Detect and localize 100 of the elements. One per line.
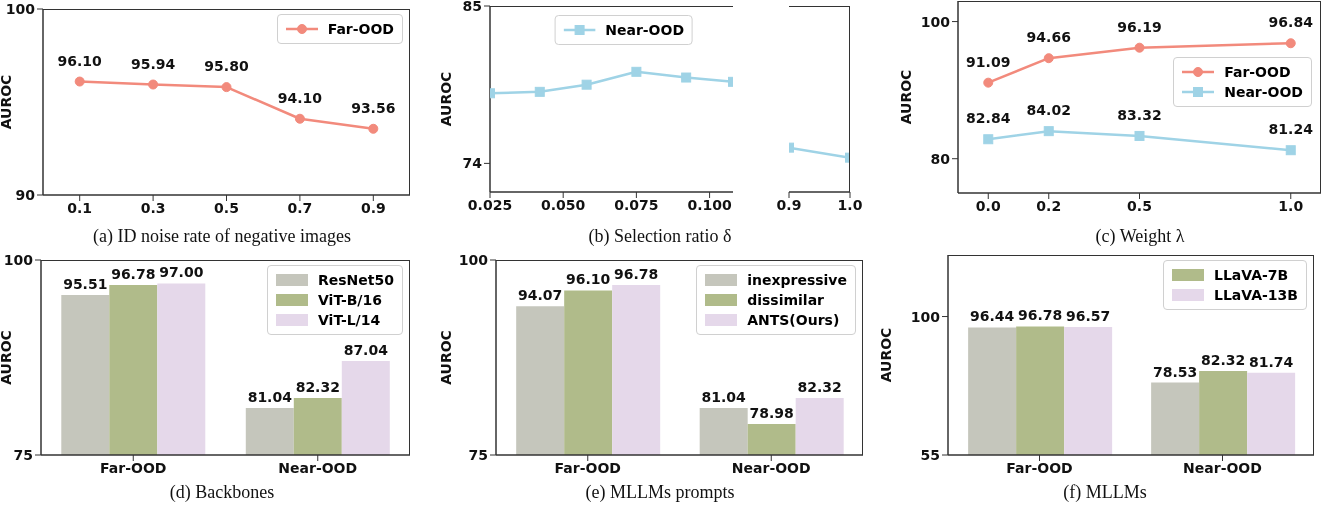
x-tick-label: 0.100 [687, 196, 732, 213]
legend-label: LLaVA-7B [1214, 267, 1289, 283]
data-label: 96.78 [614, 266, 659, 283]
y-tick-label: 85 [462, 0, 482, 14]
point [1043, 126, 1054, 137]
point [681, 72, 692, 83]
x-tick-label: Near-OOD [731, 459, 811, 476]
data-label: 96.78 [111, 266, 156, 283]
x-tick-label: Near-OOD [278, 459, 358, 476]
data-label: 93.56 [351, 99, 396, 116]
legend-label: Near-OOD [1224, 84, 1303, 101]
data-label: 87.04 [343, 342, 389, 359]
data-label: 94.10 [277, 89, 323, 106]
y-tick-label: 55 [920, 446, 940, 463]
point [368, 123, 379, 134]
y-axis-title: AUROC [0, 330, 14, 385]
x-tick-label: Far-OOD [554, 459, 621, 476]
data-label: 96.44 [969, 308, 1015, 325]
data-label: 96.10 [566, 271, 611, 288]
data-label: 82.32 [797, 378, 842, 395]
x-axis-title: (f) MLLMs [1062, 482, 1148, 503]
data-label: 78.98 [749, 404, 794, 421]
data-label: 95.51 [63, 276, 108, 293]
y-tick-label: 100 [5, 0, 36, 17]
x-axis-title: (d) Backbones [168, 482, 276, 503]
point [1285, 38, 1296, 49]
y-tick-label: 100 [910, 308, 941, 325]
data-label: 83.32 [1117, 106, 1162, 123]
y-tick-label: 75 [468, 446, 488, 463]
x-tick-label: Far-OOD [100, 459, 167, 476]
data-label: 94.66 [1026, 29, 1071, 46]
point [631, 66, 642, 77]
y-tick-label: 100 [920, 13, 951, 30]
legend-label: Far-OOD [1224, 64, 1291, 81]
y-axis-title: AUROC [877, 327, 894, 383]
data-label: 78.53 [1152, 363, 1198, 380]
data-label: 82.32 [295, 378, 340, 395]
data-label: 81.24 [1268, 121, 1314, 138]
data-label: 95.94 [130, 55, 176, 72]
legend-label: dissimilar [747, 292, 825, 308]
data-label: 81.04 [247, 388, 293, 405]
y-axis-title: AUROC [437, 330, 454, 385]
y-tick-label: 100 [458, 251, 489, 268]
data-label: 96.19 [1117, 18, 1162, 35]
legend-label: LLaVA-13B [1214, 287, 1298, 303]
x-tick-label: 1.0 [837, 196, 863, 213]
x-tick-label: 0.9 [776, 196, 802, 213]
legend-label: ANTS(Ours) [747, 312, 840, 328]
data-label: 84.02 [1026, 102, 1071, 119]
x-tick-label: 0.5 [214, 199, 239, 216]
y-tick-label: 80 [930, 150, 951, 167]
x-axis-title: (e) MLLMs prompts [584, 482, 736, 503]
legend-label: Near-OOD [605, 22, 685, 38]
data-label: 97.00 [159, 264, 204, 281]
x-tick-label: 0.025 [467, 196, 513, 213]
y-axis-title: AUROC [437, 71, 454, 127]
point [294, 113, 305, 124]
legend-label: Far-OOD [327, 21, 394, 37]
data-label: 96.57 [1065, 308, 1111, 325]
point [1043, 53, 1054, 64]
x-axis-title: (c) Weight λ [1094, 226, 1186, 247]
x-tick-label: 0.3 [140, 199, 166, 216]
point [74, 76, 85, 87]
legend-label: ViT-B/16 [318, 292, 382, 308]
point [581, 79, 592, 90]
x-tick-label: 0.0 [975, 197, 1001, 214]
x-tick-label: 0.7 [287, 199, 313, 216]
data-label: 82.32 [1200, 351, 1246, 368]
point [221, 82, 232, 93]
data-label: 82.84 [966, 110, 1011, 127]
point [534, 86, 545, 97]
y-tick-label: 74 [462, 155, 483, 172]
point [1134, 42, 1145, 53]
point [983, 134, 994, 145]
x-tick-label: 0.2 [1036, 197, 1062, 214]
x-axis-title: (b) Selection ratio δ [587, 226, 733, 247]
data-label: 96.84 [1268, 14, 1314, 31]
x-tick-label: 0.9 [360, 199, 386, 216]
point [983, 77, 994, 88]
data-label: 95.80 [204, 58, 249, 75]
x-tick-label: 1.0 [1278, 197, 1304, 214]
x-tick-label: 0.1 [67, 199, 93, 216]
data-label: 96.78 [1017, 307, 1063, 324]
data-label: 94.07 [518, 287, 563, 304]
legend-label: ResNet50 [318, 272, 394, 288]
x-axis-title: (a) ID noise rate of negative images [92, 226, 352, 247]
legend-label: ViT-L/14 [318, 312, 381, 328]
data-label: 81.04 [701, 388, 747, 405]
y-axis-title: AUROC [897, 69, 914, 125]
legend-label: inexpressive [747, 272, 847, 288]
x-tick-label: 0.5 [1127, 197, 1152, 214]
data-label: 96.10 [57, 52, 103, 69]
y-axis-title: AUROC [0, 74, 14, 130]
x-tick-label: 0.050 [541, 196, 586, 213]
point [1285, 145, 1296, 156]
y-tick-label: 75 [13, 446, 33, 463]
y-tick-label: 90 [15, 186, 36, 203]
point [1134, 130, 1145, 141]
x-tick-label: 0.075 [614, 196, 659, 213]
data-label: 91.09 [966, 53, 1011, 70]
